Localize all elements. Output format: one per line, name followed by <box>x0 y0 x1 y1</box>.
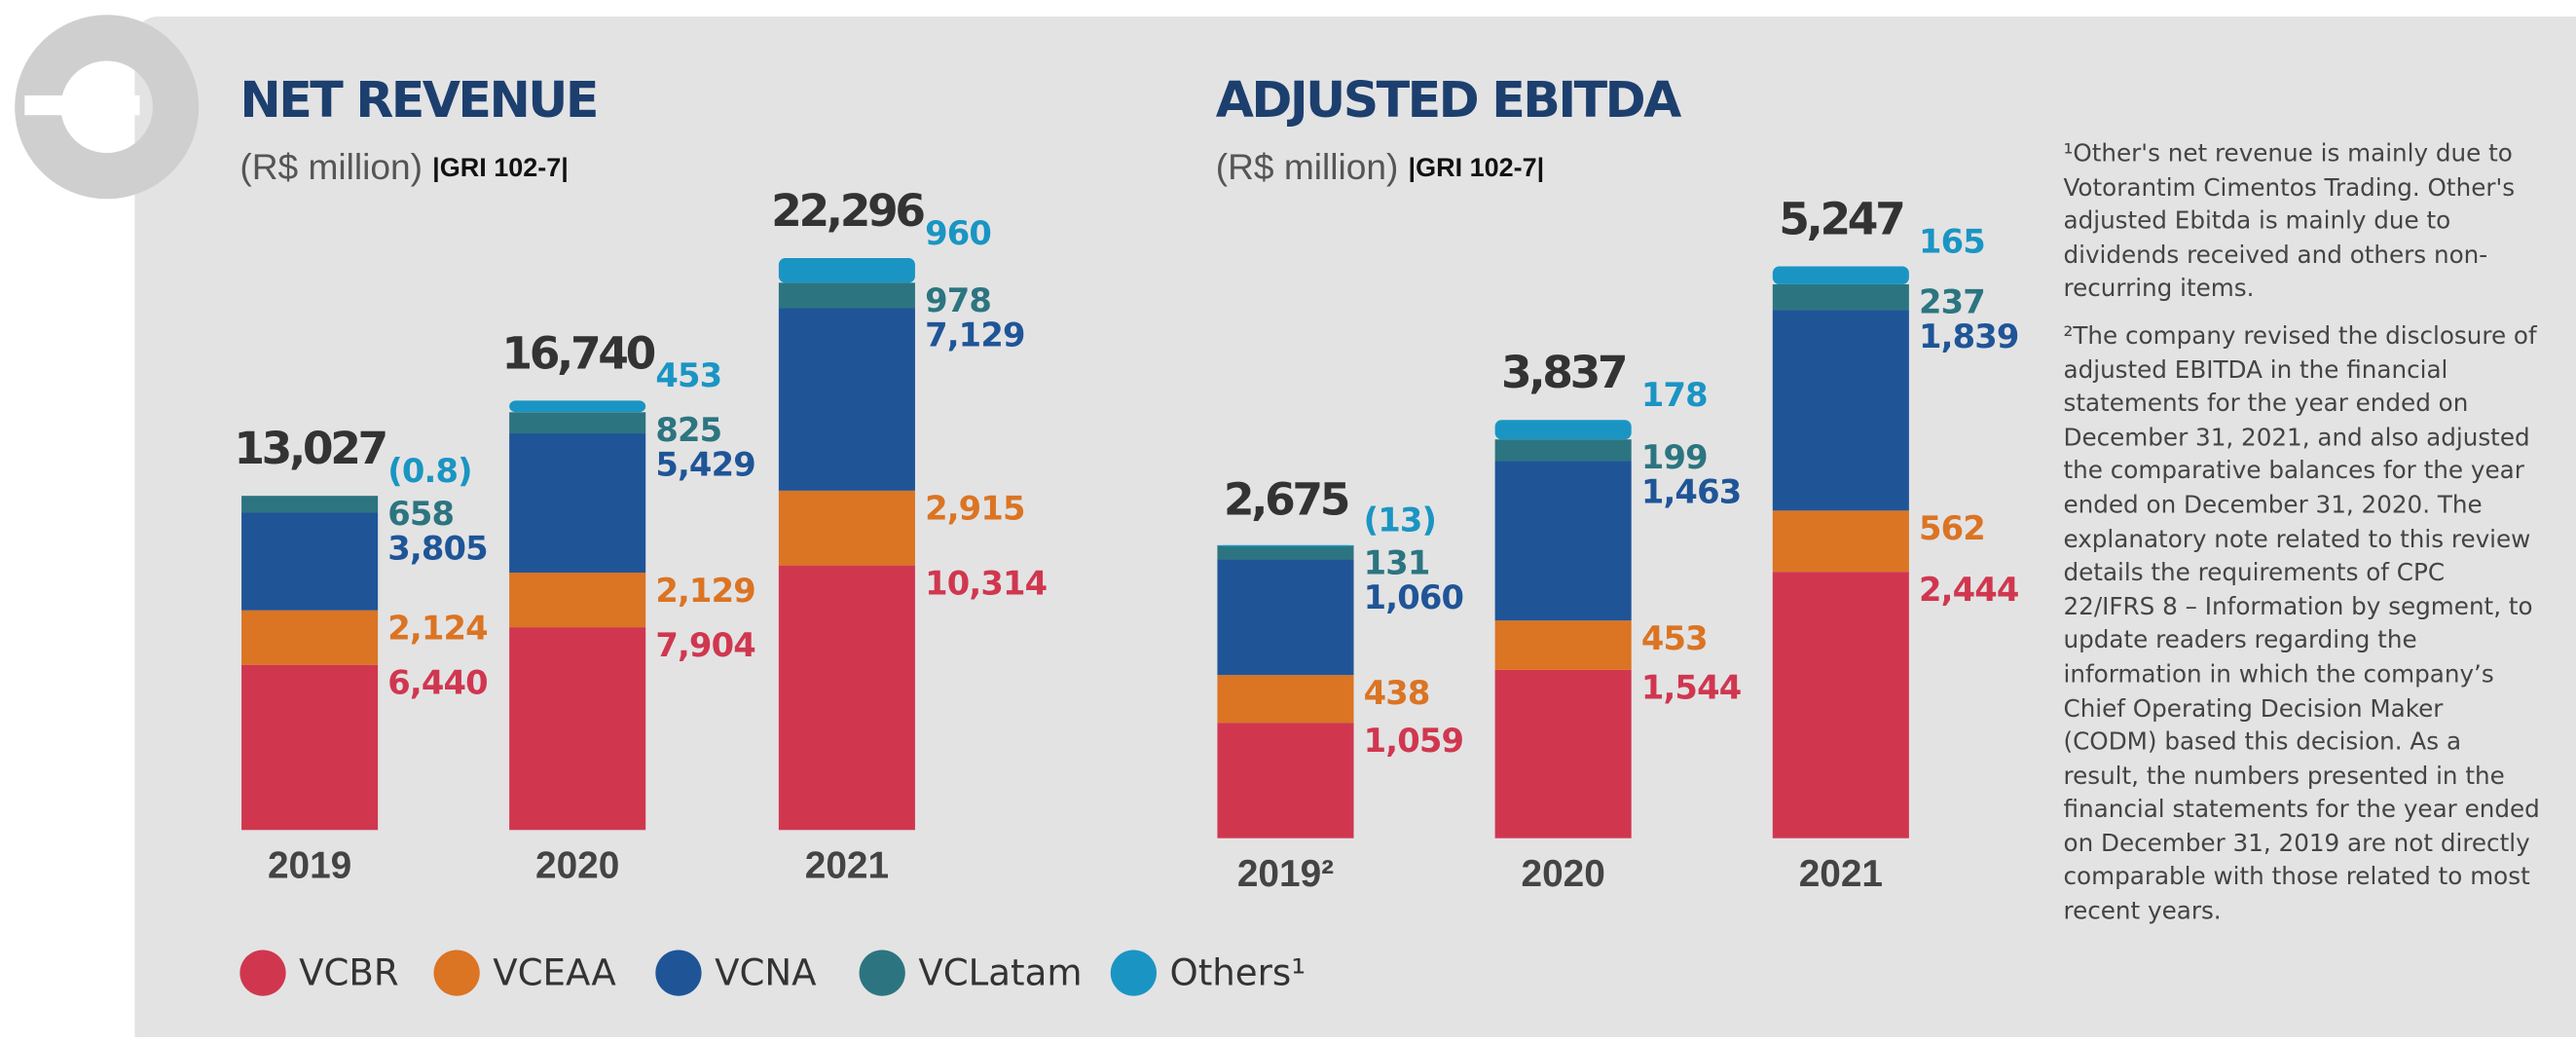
legend-label: VCNA <box>715 951 817 993</box>
bar-segment <box>1217 545 1353 560</box>
category-label: 2021 <box>1799 853 1883 895</box>
value-label: 7,129 <box>925 316 1025 354</box>
bar-segment <box>241 611 378 665</box>
value-label: 1,463 <box>1641 472 1742 510</box>
category-label: 2019² <box>1237 853 1334 895</box>
value-label: 5,429 <box>655 445 755 483</box>
bar-segment <box>779 282 915 308</box>
value-label: 453 <box>655 356 721 394</box>
notes: ¹Other's net revenue is mainly due to Vo… <box>2064 138 2540 927</box>
bar-segment <box>509 433 645 573</box>
bar-segment <box>241 496 378 512</box>
value-label: 438 <box>1364 674 1430 712</box>
value-label: 1,060 <box>1364 578 1464 616</box>
note: ¹Other's net revenue is mainly due to Vo… <box>2064 138 2540 308</box>
value-label: 453 <box>1641 619 1708 657</box>
bar-segment <box>1217 723 1353 838</box>
bar-segment <box>1773 266 1909 283</box>
value-label: 825 <box>655 411 721 449</box>
reference: |GRI 102-7| <box>432 153 569 182</box>
legend-swatch <box>1111 949 1157 995</box>
bar-segment <box>1495 439 1632 461</box>
subtitle-text: (R$ million) <box>1216 146 1399 187</box>
legend-label: VCEAA <box>493 951 616 993</box>
total-label: 3,837 <box>1501 347 1626 398</box>
value-label: 6,440 <box>387 663 488 701</box>
category-label: 2021 <box>805 844 889 886</box>
bar-segment <box>779 566 915 831</box>
bar-segment <box>241 665 378 831</box>
legend-swatch <box>434 949 480 995</box>
value-label: 131 <box>1364 544 1430 582</box>
total-label: 22,296 <box>771 185 924 237</box>
legend-swatch <box>239 949 285 995</box>
reference: |GRI 102-7| <box>1409 153 1545 182</box>
bar-segment <box>1217 560 1353 676</box>
bar-segment <box>509 573 645 627</box>
value-label: 2,124 <box>387 609 488 647</box>
bar-segment <box>1773 572 1909 838</box>
value-label: 7,904 <box>655 626 755 664</box>
value-label: 2,129 <box>655 572 755 610</box>
legend-swatch <box>860 949 905 995</box>
note: ²The company revised the disclosure of a… <box>2064 320 2540 927</box>
value-label: 165 <box>1919 222 1985 260</box>
bar-segment <box>1773 310 1909 510</box>
value-label: 178 <box>1641 376 1708 414</box>
bar-segment <box>1495 420 1632 439</box>
legend-swatch <box>655 949 701 995</box>
value-label: 978 <box>925 281 991 319</box>
value-label: (13) <box>1364 502 1436 540</box>
value-label: 562 <box>1919 509 1985 547</box>
value-label: 3,805 <box>387 529 488 567</box>
bar-segment <box>509 412 645 433</box>
value-label: 1,059 <box>1364 722 1464 760</box>
value-label: 658 <box>387 495 454 533</box>
legend-label: VCLatam <box>918 951 1082 993</box>
subtitle-text: (R$ million) <box>239 146 423 187</box>
legend-label: Others¹ <box>1170 951 1306 993</box>
category-label: 2019 <box>268 844 351 886</box>
value-label: 10,314 <box>925 564 1047 602</box>
value-label: 1,839 <box>1919 317 2019 355</box>
value-label: 1,544 <box>1641 669 1742 707</box>
value-label: 237 <box>1919 283 1985 321</box>
bar-segment <box>509 627 645 830</box>
bar-segment <box>779 491 915 566</box>
total-label: 13,027 <box>234 423 386 474</box>
value-label: 199 <box>1641 438 1708 476</box>
bar-segment <box>1773 284 1909 311</box>
category-label: 2020 <box>1522 853 1605 895</box>
bar-segment <box>509 400 645 412</box>
total-label: 5,247 <box>1779 193 1903 244</box>
bar-segment <box>1495 620 1632 670</box>
notes-box: ¹Other's net revenue is mainly due to Vo… <box>2064 138 2540 927</box>
bar-segment <box>1773 510 1909 572</box>
bar-segment <box>779 308 915 491</box>
chart-title: ADJUSTED EBITDA <box>1216 71 1681 129</box>
bar-segment <box>779 258 915 282</box>
value-label: 2,444 <box>1919 571 2019 609</box>
total-label: 2,675 <box>1224 473 1348 525</box>
value-label: (0.8) <box>387 452 471 490</box>
bar-segment <box>1495 461 1632 620</box>
category-label: 2020 <box>535 844 619 886</box>
bar-segment <box>241 512 378 610</box>
bar-segment <box>1217 675 1353 723</box>
bar-segment <box>1217 545 1353 546</box>
total-label: 16,740 <box>501 327 654 379</box>
legend-label: VCBR <box>299 951 399 993</box>
ornament-gap <box>24 95 139 115</box>
chart-title: NET REVENUE <box>239 71 597 129</box>
value-label: 960 <box>925 214 991 252</box>
bar-segment <box>1495 670 1632 838</box>
value-label: 2,915 <box>925 490 1025 528</box>
